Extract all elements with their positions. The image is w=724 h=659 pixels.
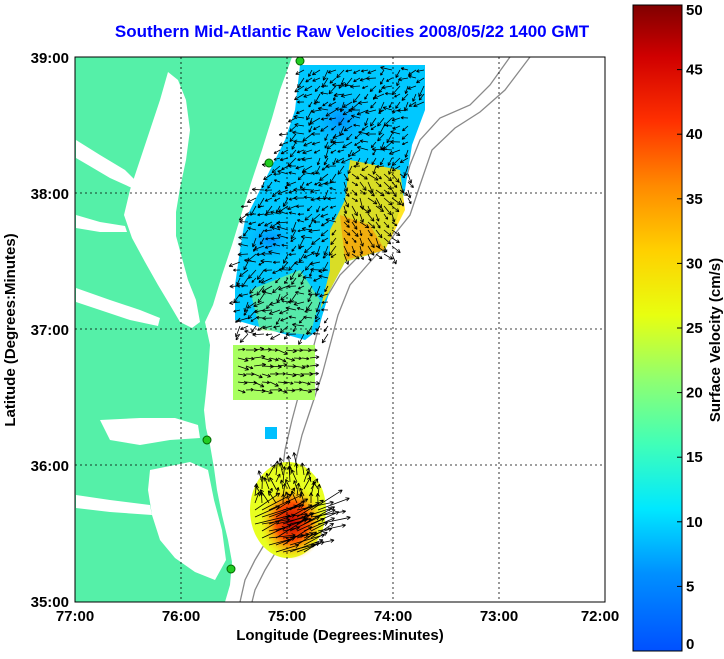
x-tick-label: 73:00 [480, 608, 518, 625]
radar-station [295, 57, 305, 66]
map-title: Southern Mid-Atlantic Raw Velocities 200… [114, 22, 590, 41]
colorbar-tick-label: 25 [686, 320, 703, 337]
radar-station [226, 564, 236, 574]
x-tick-label: 72:00 [581, 608, 619, 625]
radar-station [264, 158, 274, 168]
y-tick-label: 35:00 [31, 594, 69, 611]
colorbar-tick-label: 5 [686, 578, 694, 595]
rappahannock-river [76, 215, 127, 232]
colorbar-tick-label: 35 [686, 191, 703, 208]
x-axis-label: Longitude (Degrees:Minutes) [236, 627, 444, 644]
colorbar-tick-label: 40 [686, 126, 703, 143]
pamlico-river [76, 495, 152, 515]
colorbar-ticks: 0 5 10 15 20 25 30 35 40 45 50 [677, 2, 703, 653]
colorbar-tick-label: 20 [686, 385, 703, 402]
colorbar-label: Surface Velocity (cm/s) [707, 258, 724, 422]
map-frame [74, 56, 606, 603]
colorbar [632, 4, 683, 652]
radar-station [202, 435, 212, 445]
x-tick-label: 74:00 [374, 608, 412, 625]
velocity-patch-mid [233, 345, 315, 400]
albemarle-sound [100, 418, 200, 445]
velocity-vectors [228, 65, 425, 553]
x-tick-label: 75:00 [268, 608, 306, 625]
velocity-field-north [235, 65, 425, 340]
y-tick-label: 37:00 [31, 322, 69, 339]
graticule [75, 57, 605, 602]
y-tick-label: 36:00 [31, 458, 69, 475]
potomac-river [76, 140, 135, 188]
colorbar-tick-label: 0 [686, 636, 694, 653]
y-tick-label: 38:00 [31, 186, 69, 203]
y-tick-label: 39:00 [31, 50, 69, 67]
colorbar-tick-label: 10 [686, 514, 703, 531]
pamlico-sound [148, 462, 226, 580]
x-tick-label: 77:00 [56, 608, 94, 625]
james-river [76, 288, 160, 326]
x-tick-label: 76:00 [162, 608, 200, 625]
colorbar-tick-label: 50 [686, 2, 703, 19]
colorbar-tick-label: 30 [686, 255, 703, 272]
colorbar-tick-label: 45 [686, 62, 703, 79]
colorbar-tick-label: 15 [686, 449, 703, 466]
velocity-patch-small [265, 427, 277, 439]
y-axis-label: Latitude (Degrees:Minutes) [2, 233, 19, 426]
